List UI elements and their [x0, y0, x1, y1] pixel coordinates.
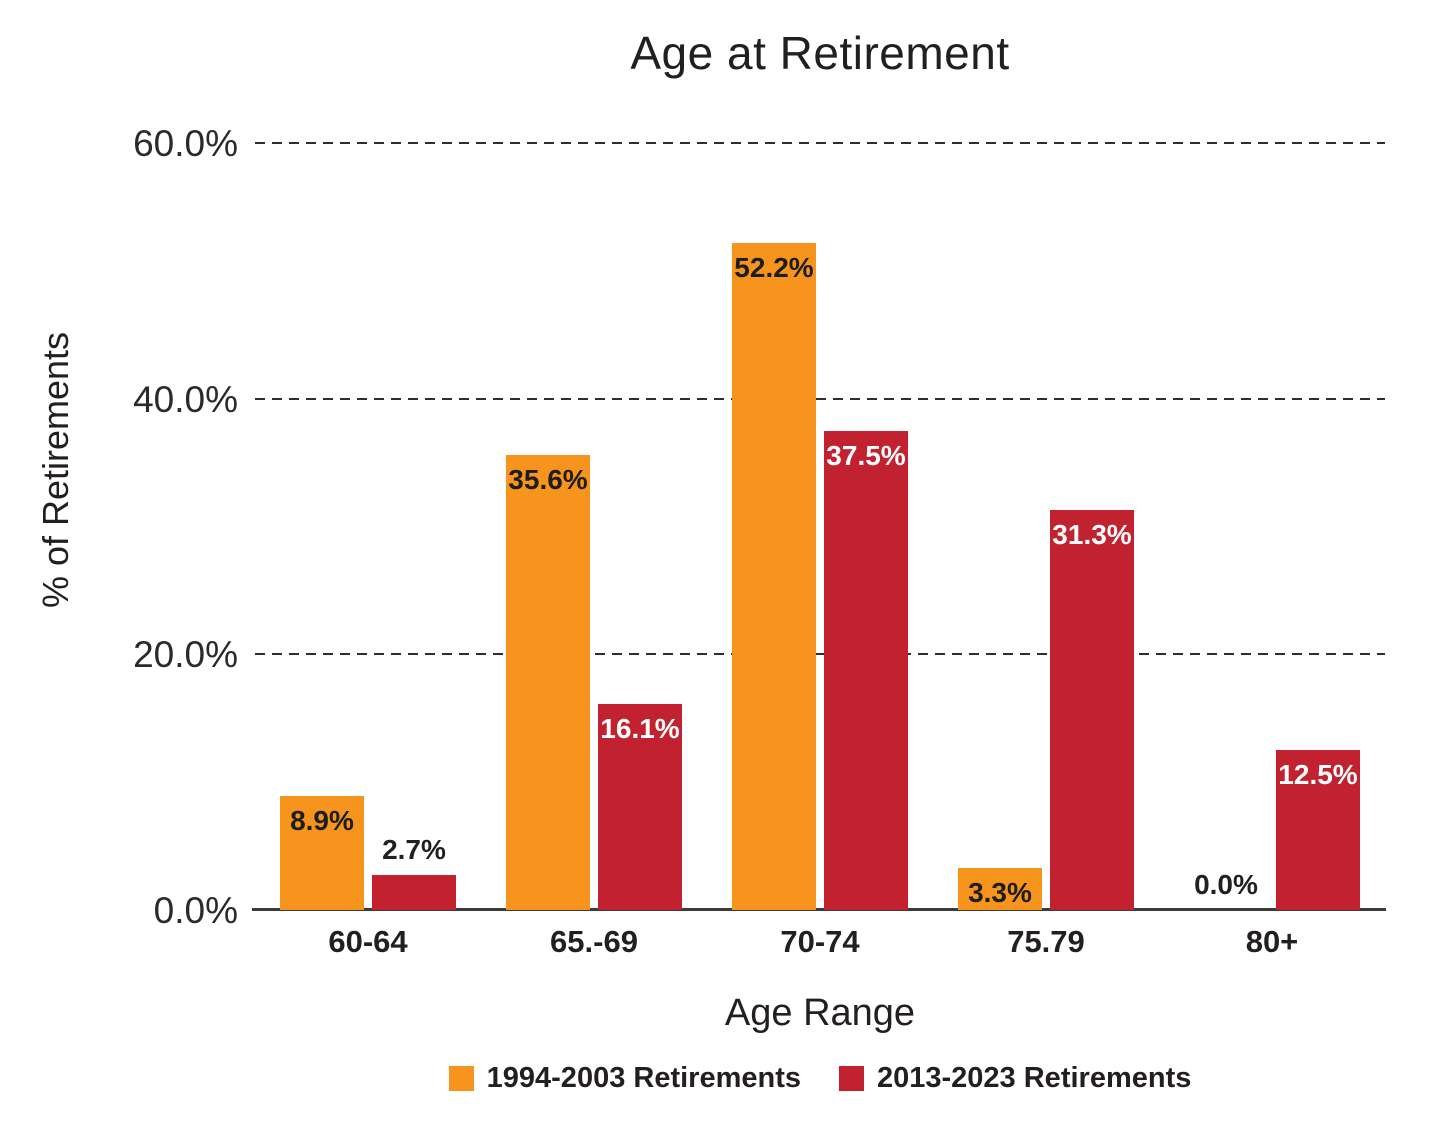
bar-label: 35.6%	[508, 464, 588, 495]
bar-label: 2.7%	[382, 834, 446, 865]
gridline-20	[255, 653, 1385, 656]
y-axis-title: % of Retirements	[35, 331, 76, 609]
x-tick-label: 60-64	[328, 924, 408, 959]
bar	[372, 875, 456, 910]
bar	[732, 243, 816, 910]
legend-label: 1994-2003 Retirements	[486, 1062, 801, 1094]
bar-label: 3.3%	[968, 877, 1032, 908]
bar	[958, 868, 1042, 910]
bar-label: 0.0%	[1194, 869, 1258, 900]
bar-label: 52.2%	[734, 252, 814, 283]
bar-label: 16.1%	[600, 713, 680, 744]
x-tick-label: 65.-69	[550, 924, 638, 959]
y-tick-label: 60.0%	[133, 123, 238, 164]
chart-title: Age at Retirement	[630, 27, 1010, 79]
y-tick-label: 0.0%	[153, 890, 238, 931]
legend-label: 2013-2023 Retirements	[877, 1062, 1192, 1094]
bar	[506, 455, 590, 910]
y-tick-label: 20.0%	[133, 634, 238, 676]
x-tick-label: 70-74	[780, 924, 860, 959]
legend-swatch-icon	[448, 1066, 474, 1091]
legend: 1994-2003 Retirements 2013-2023 Retiremen…	[255, 1062, 1385, 1095]
bar-label: 12.5%	[1278, 759, 1358, 790]
x-axis-line	[252, 908, 1386, 911]
bar-label: 37.5%	[826, 440, 906, 471]
gridline-60	[255, 142, 1385, 144]
bar	[824, 431, 908, 910]
bar	[1050, 510, 1134, 910]
gridline-40	[255, 397, 1385, 400]
legend-item: 1994-2003 Retirements	[448, 1062, 801, 1095]
x-axis-title: Age Range	[724, 992, 916, 1034]
bar-label: 31.3%	[1052, 519, 1132, 550]
legend-swatch-icon	[839, 1066, 864, 1091]
bar	[598, 704, 682, 910]
x-tick-label: 75.79	[1007, 924, 1085, 959]
legend-item: 2013-2023 Retirements	[839, 1062, 1191, 1095]
bar	[280, 796, 364, 910]
bar	[1276, 750, 1360, 910]
x-tick-label: 80+	[1245, 924, 1299, 959]
bar-label: 8.9%	[290, 805, 354, 836]
y-tick-label: 40.0%	[133, 378, 238, 420]
